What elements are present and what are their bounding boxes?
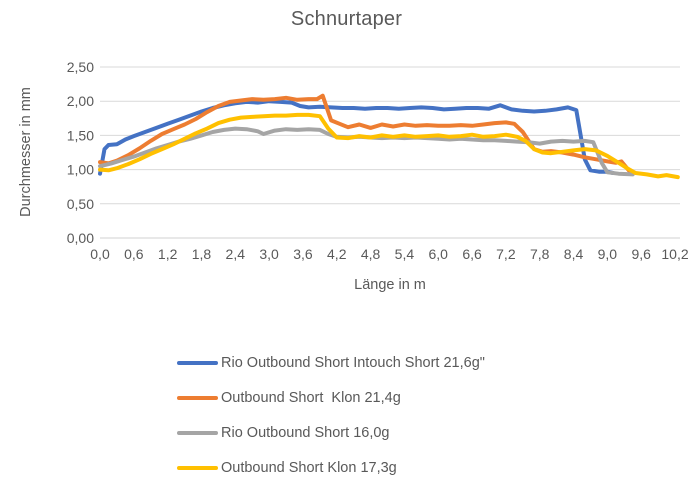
legend-label: Rio Outbound Short Intouch Short 21,6g" xyxy=(221,355,485,371)
legend-item: Rio Outbound Short Intouch Short 21,6g" xyxy=(177,352,485,374)
svg-text:4,8: 4,8 xyxy=(361,246,381,262)
svg-text:5,4: 5,4 xyxy=(395,246,415,262)
gridlines xyxy=(100,66,680,239)
svg-text:0,50: 0,50 xyxy=(67,196,94,212)
legend-swatch-orange xyxy=(177,396,218,400)
svg-text:9,6: 9,6 xyxy=(631,246,651,262)
svg-text:8,4: 8,4 xyxy=(564,246,584,262)
svg-text:7,2: 7,2 xyxy=(496,246,516,262)
svg-text:1,00: 1,00 xyxy=(67,162,94,178)
svg-text:2,50: 2,50 xyxy=(67,59,94,75)
axis-text: 0,00 0,50 1,00 1,50 2,00 2,50 0,0 0,6 1,2 1,8 2,4 3… xyxy=(18,59,689,293)
svg-text:1,50: 1,50 xyxy=(67,127,94,143)
svg-text:2,4: 2,4 xyxy=(226,246,246,262)
legend-item: Rio Outbound Short 16,0g xyxy=(177,422,485,444)
legend-label: Rio Outbound Short 16,0g xyxy=(221,425,390,441)
legend-label: Outbound Short Klon 21,4g xyxy=(221,390,401,406)
legend-item: Outbound Short Klon 21,4g xyxy=(177,387,485,409)
svg-text:0,00: 0,00 xyxy=(67,230,94,246)
svg-text:10,2: 10,2 xyxy=(661,246,688,262)
svg-text:9,0: 9,0 xyxy=(598,246,618,262)
svg-text:6,6: 6,6 xyxy=(462,246,482,262)
svg-text:6,0: 6,0 xyxy=(429,246,449,262)
svg-text:0,6: 0,6 xyxy=(124,246,144,262)
x-axis-label: Länge in m xyxy=(354,277,426,293)
svg-text:3,6: 3,6 xyxy=(293,246,313,262)
y-axis-label: Durchmesser in mm xyxy=(18,87,34,217)
svg-text:1,8: 1,8 xyxy=(192,246,212,262)
chart-title: Schnurtaper xyxy=(290,8,403,30)
series-lines xyxy=(98,93,680,180)
svg-text:4,2: 4,2 xyxy=(327,246,347,262)
legend-swatch-yellow xyxy=(177,466,218,470)
svg-text:3,0: 3,0 xyxy=(259,246,279,262)
legend: Rio Outbound Short Intouch Short 21,6g" … xyxy=(177,352,485,485)
legend-label: Outbound Short Klon 17,3g xyxy=(221,460,397,476)
legend-swatch-gray xyxy=(177,431,218,435)
svg-text:1,2: 1,2 xyxy=(158,246,178,262)
svg-text:7,8: 7,8 xyxy=(530,246,550,262)
legend-swatch-blue xyxy=(177,361,218,365)
svg-text:2,00: 2,00 xyxy=(67,93,94,109)
svg-text:0,0: 0,0 xyxy=(90,246,110,262)
legend-item: Outbound Short Klon 17,3g xyxy=(177,457,485,479)
